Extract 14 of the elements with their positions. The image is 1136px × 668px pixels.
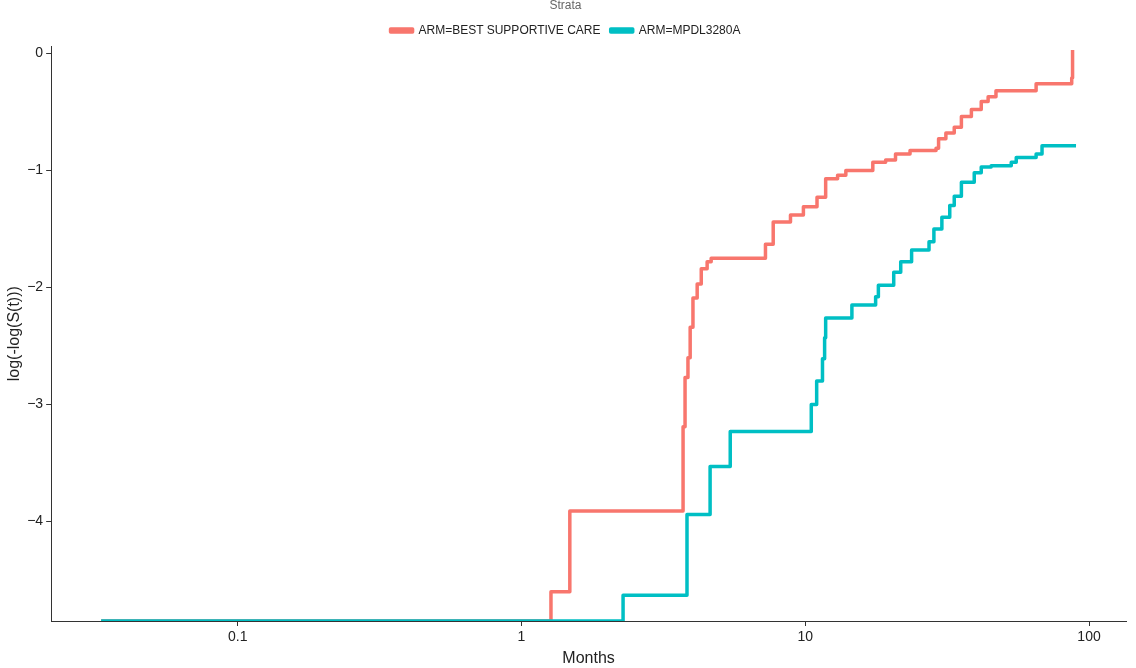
y-tick-label: −3 <box>27 395 44 412</box>
x-tick-label: 10 <box>797 628 814 645</box>
legend-title: Strata <box>549 0 582 13</box>
y-tick-label: 0 <box>35 44 44 61</box>
y-tick-label: −2 <box>27 278 44 295</box>
legend-label: ARM=MPDL3280A <box>638 22 741 37</box>
x-axis-title: Months <box>562 648 615 666</box>
x-tick-label: 100 <box>1077 628 1101 645</box>
y-tick-label: −4 <box>27 512 44 529</box>
x-tick-label: 1 <box>517 628 526 645</box>
y-axis-title: log(-log(S(t))) <box>5 286 23 382</box>
x-tick-label: 0.1 <box>228 628 248 645</box>
legend-label: ARM=BEST SUPPORTIVE CARE <box>418 22 601 37</box>
y-tick-label: −1 <box>27 161 44 178</box>
